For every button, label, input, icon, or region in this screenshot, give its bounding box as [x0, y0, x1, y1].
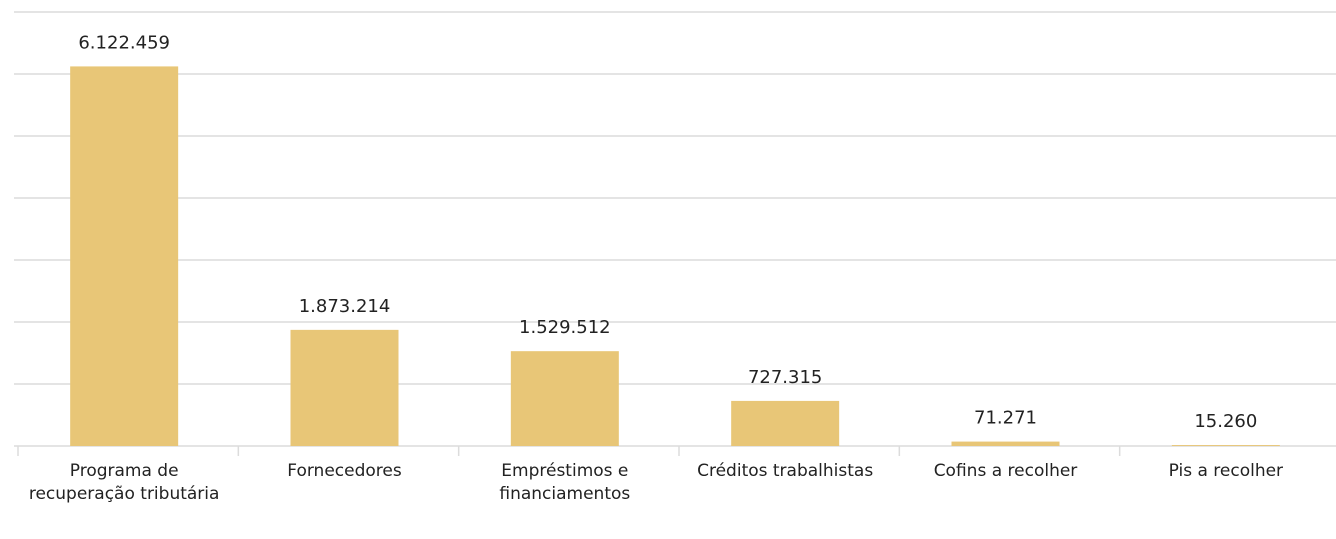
bar	[731, 400, 840, 446]
x-tick-label: Programa de recuperação tributária	[28, 461, 220, 504]
value-label: 71.271	[974, 408, 1037, 429]
value-label: 1.873.214	[299, 296, 391, 317]
x-tick-label: Empréstimos e financiamentos	[499, 461, 631, 504]
bar	[510, 351, 619, 446]
x-tick-label: Cofins a recolher	[933, 461, 1078, 481]
bar	[951, 441, 1060, 446]
bar	[1171, 445, 1280, 446]
x-tick-label: Fornecedores	[287, 461, 402, 481]
bar	[70, 66, 179, 447]
value-label: 6.122.459	[78, 32, 170, 53]
x-tick-label: Créditos trabalhistas	[697, 461, 874, 481]
value-label: 727.315	[748, 367, 822, 388]
bar	[290, 329, 399, 446]
x-tick-label: Pis a recolher	[1168, 461, 1284, 481]
value-label: 1.529.512	[519, 317, 611, 338]
value-label: 15.260	[1194, 411, 1257, 432]
